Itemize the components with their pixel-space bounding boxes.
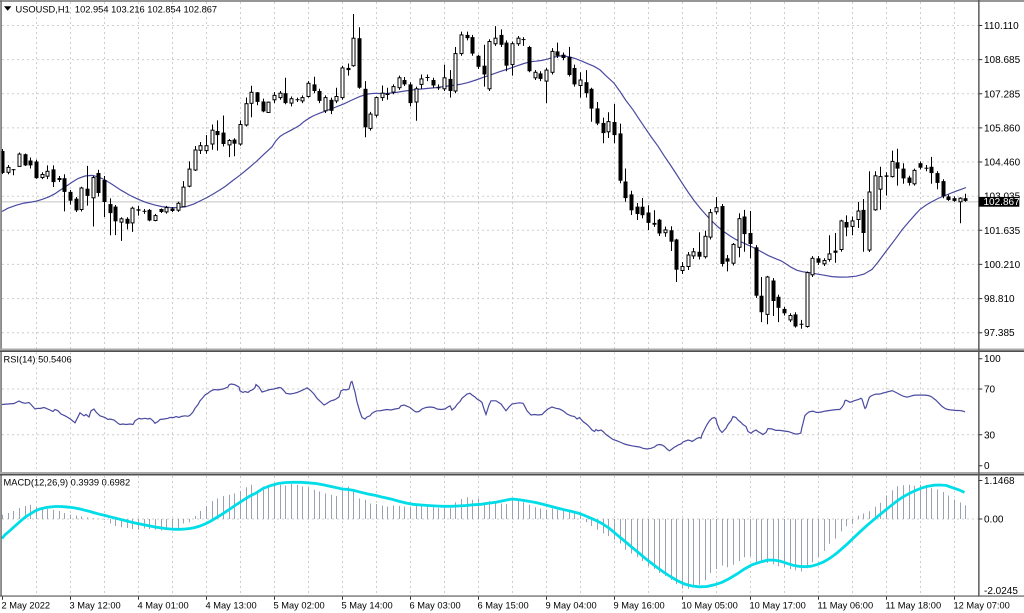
svg-text:5 May 14:00: 5 May 14:00 <box>342 601 393 611</box>
svg-text:70: 70 <box>984 385 996 396</box>
svg-text:MACD(12,26,9) 0.3939 0.6982: MACD(12,26,9) 0.3939 0.6982 <box>4 478 131 488</box>
svg-text:11 May 18:00: 11 May 18:00 <box>886 601 942 611</box>
svg-text:110.110: 110.110 <box>984 21 1019 32</box>
svg-text:108.685: 108.685 <box>984 55 1021 66</box>
svg-text:107.285: 107.285 <box>984 89 1021 100</box>
svg-text:10 May 05:00: 10 May 05:00 <box>682 601 738 611</box>
svg-text:101.635: 101.635 <box>984 226 1021 237</box>
svg-text:30: 30 <box>984 430 996 441</box>
svg-text:6 May 15:00: 6 May 15:00 <box>478 601 529 611</box>
svg-text:9 May 04:00: 9 May 04:00 <box>546 601 597 611</box>
svg-text:98.810: 98.810 <box>984 294 1015 305</box>
svg-text:97.385: 97.385 <box>984 328 1015 339</box>
svg-text:6 May 03:00: 6 May 03:00 <box>410 601 461 611</box>
svg-text:100.210: 100.210 <box>984 260 1021 271</box>
svg-text:USOUSD,H1 102.954 103.216 102: USOUSD,H1 102.954 103.216 102.854 102.86… <box>16 4 218 14</box>
svg-text:4 May 01:00: 4 May 01:00 <box>138 601 189 611</box>
svg-text:11 May 06:00: 11 May 06:00 <box>818 601 874 611</box>
svg-text:0: 0 <box>984 461 990 472</box>
svg-text:0.00: 0.00 <box>984 515 1004 526</box>
svg-text:5 May 02:00: 5 May 02:00 <box>274 601 325 611</box>
svg-text:102.867: 102.867 <box>984 197 1021 208</box>
svg-text:1.1468: 1.1468 <box>984 476 1015 487</box>
svg-text:10 May 17:00: 10 May 17:00 <box>750 601 806 611</box>
svg-text:105.860: 105.860 <box>984 123 1021 134</box>
svg-text:3 May 12:00: 3 May 12:00 <box>70 601 121 611</box>
svg-text:2 May 2022: 2 May 2022 <box>2 601 51 611</box>
svg-text:RSI(14) 50.5406: RSI(14) 50.5406 <box>4 354 72 364</box>
svg-text:12 May 07:00: 12 May 07:00 <box>954 601 1010 611</box>
svg-text:100: 100 <box>984 354 1001 365</box>
svg-text:4 May 13:00: 4 May 13:00 <box>206 601 257 611</box>
svg-text:9 May 16:00: 9 May 16:00 <box>614 601 665 611</box>
svg-text:104.460: 104.460 <box>984 158 1021 169</box>
svg-text:-2.0245: -2.0245 <box>984 586 1018 597</box>
